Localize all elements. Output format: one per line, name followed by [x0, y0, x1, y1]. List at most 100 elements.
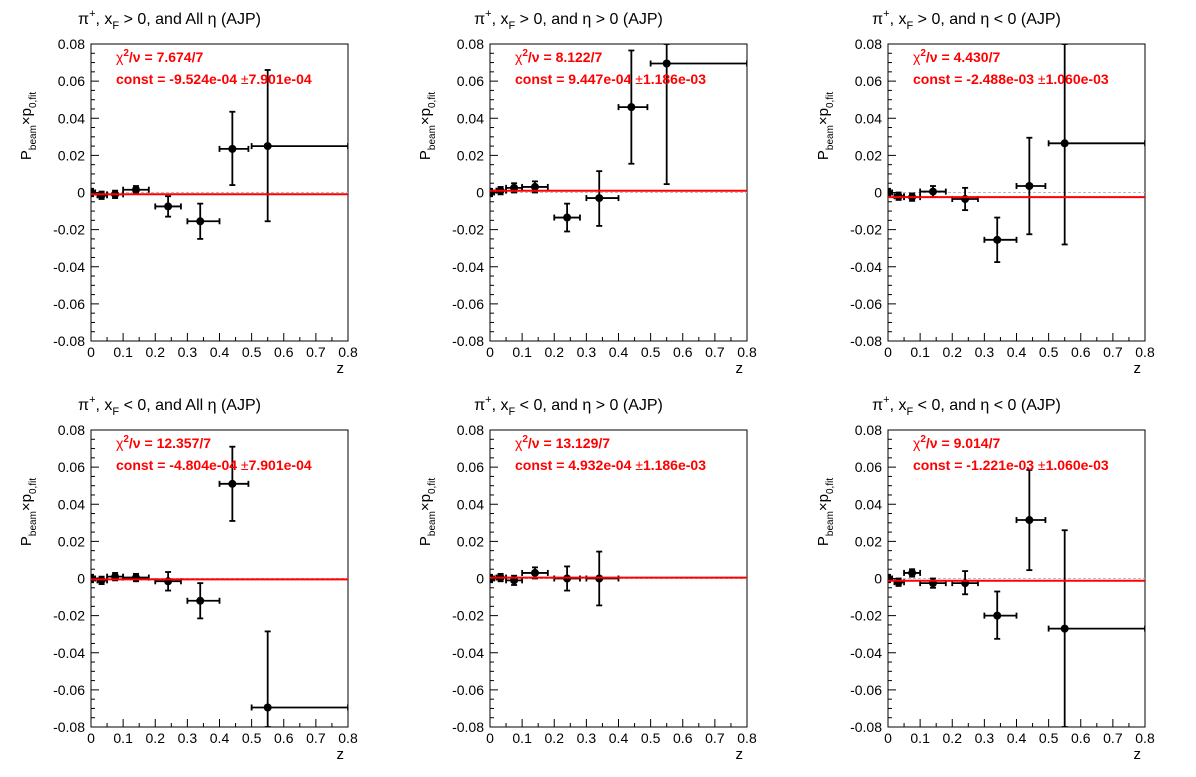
- point-marker: [894, 578, 903, 587]
- y-axis-label: Pbeam×p0,fit: [417, 478, 438, 546]
- const-error: 7.901e-04: [249, 457, 312, 473]
- y-tick-label: 0.02: [855, 533, 882, 549]
- chi-symbol: χ: [913, 435, 921, 451]
- chi-sup: 2: [920, 434, 926, 445]
- x-tick-label: 0.7: [306, 730, 326, 746]
- y-tick-label: 0: [77, 571, 85, 587]
- y-tick-label: -0.08: [53, 719, 85, 735]
- panel-title: π+, xF > 0, and All η (AJP): [78, 8, 261, 32]
- x-tick-label: 0.2: [545, 730, 565, 746]
- title-sup: +: [485, 394, 491, 406]
- y-tick-label: -0.04: [452, 645, 484, 661]
- y-label-times: ×p: [18, 108, 35, 125]
- point-marker: [1025, 516, 1034, 525]
- y-tick-label: 0: [77, 185, 85, 201]
- x-axis-label: z: [337, 746, 345, 763]
- x-axis-label: z: [736, 746, 744, 763]
- x-tick-label: 0.7: [1103, 730, 1123, 746]
- y-tick-label: -0.02: [452, 608, 484, 624]
- x-tick-label: 0.4: [609, 344, 629, 360]
- point-marker: [888, 188, 892, 197]
- panel-title: π+, xF > 0, and η < 0 (AJP): [872, 8, 1061, 32]
- data-point-7: [617, 49, 649, 165]
- data-point-4: [521, 180, 549, 194]
- y-tick-label: -0.06: [850, 682, 882, 698]
- title-sub: F: [907, 406, 914, 418]
- chart-panel-1: 0 0.1 0.2 0.3 0.4 0.5 0.6 0.7 0.8 -0.08 -0.06 -0.04…: [18, 8, 358, 377]
- y-tick-label: -0.04: [53, 259, 85, 275]
- y-tick-label: 0.08: [457, 422, 484, 438]
- data-point-7: [1015, 136, 1047, 236]
- y-tick-label: 0.02: [457, 147, 484, 163]
- y-tick-label: 0.06: [58, 73, 85, 89]
- y-tick-label: 0.06: [855, 459, 882, 475]
- y-label-times: ×p: [417, 494, 434, 511]
- data-point-6: [186, 202, 221, 240]
- const-annotation: const = 4.932e-04 ±1.186e-03: [515, 457, 706, 473]
- x-tick-label: 0.2: [943, 344, 963, 360]
- const-prefix: const =: [116, 457, 169, 473]
- x-tick-label: 0.5: [641, 344, 661, 360]
- y-tick-label: -0.04: [53, 645, 85, 661]
- y-label-main: P: [417, 150, 434, 160]
- y-tick-label: 0.04: [457, 496, 484, 512]
- y-tick-label: 0.02: [457, 533, 484, 549]
- x-axis-label: z: [1134, 360, 1142, 377]
- title-sup: +: [485, 8, 491, 20]
- x-tick-label: 0.4: [210, 344, 230, 360]
- point-marker: [164, 202, 173, 211]
- x-tick-label: 0.8: [737, 730, 757, 746]
- x-tick-label: 0.4: [1007, 730, 1027, 746]
- data-point-8: [250, 630, 348, 727]
- x-tick-label: 0.8: [338, 730, 358, 746]
- y-axis-label: Pbeam×p0,fit: [815, 478, 836, 546]
- plot-frame: [887, 43, 1146, 342]
- point-marker: [908, 568, 917, 577]
- y-label-sub-fit: 0,fit: [825, 92, 836, 108]
- title-x: , x: [492, 11, 509, 28]
- title-sup: +: [89, 8, 95, 20]
- x-tick-label: 0.1: [910, 730, 930, 746]
- y-tick-label: -0.04: [850, 645, 882, 661]
- title-sub: F: [112, 20, 119, 32]
- x-axis-label: z: [1134, 746, 1142, 763]
- x-tick-label: 0.1: [113, 344, 133, 360]
- x-tick-label: 0.6: [274, 730, 294, 746]
- chi-rest: /ν =: [926, 435, 954, 451]
- title-sup: +: [89, 394, 95, 406]
- x-tick-label: 0.5: [242, 344, 262, 360]
- y-tick-label: 0: [874, 571, 882, 587]
- chi-rest: /ν =: [528, 49, 556, 65]
- y-tick-label: -0.08: [53, 333, 85, 349]
- x-tick-label: 0.1: [512, 344, 532, 360]
- x-axis-label: z: [736, 360, 744, 377]
- y-tick-label: 0.06: [457, 73, 484, 89]
- y-tick-label: -0.04: [850, 259, 882, 275]
- point-marker: [530, 182, 539, 191]
- chi2-value: 12.357/7: [157, 435, 212, 451]
- x-tick-label: 0.2: [943, 730, 963, 746]
- point-marker: [530, 568, 539, 577]
- y-label-sub-beam: beam: [825, 125, 836, 150]
- title-x: , x: [890, 397, 907, 414]
- y-tick-label: 0.02: [855, 147, 882, 163]
- y-tick-label: 0.08: [855, 36, 882, 52]
- x-tick-label: 0.8: [737, 344, 757, 360]
- const-pm: ±: [241, 71, 249, 87]
- title-sub: F: [509, 406, 516, 418]
- y-label-times: ×p: [417, 108, 434, 125]
- x-tick-label: 0: [884, 730, 892, 746]
- x-tick-label: 0.6: [673, 344, 693, 360]
- x-tick-label: 0.2: [146, 344, 166, 360]
- x-tick-label: 0.1: [512, 730, 532, 746]
- y-tick-label: -0.06: [452, 296, 484, 312]
- const-value: -1.221e-03: [966, 457, 1034, 473]
- y-tick-label: 0.04: [58, 110, 85, 126]
- point-marker: [928, 187, 937, 196]
- x-tick-label: 0.2: [545, 344, 565, 360]
- y-tick-label: -0.06: [53, 682, 85, 698]
- y-axis-label: Pbeam×p0,fit: [815, 92, 836, 160]
- data-point-1: [888, 187, 894, 198]
- const-annotation: const = -9.524e-04 ±7.901e-04: [116, 71, 312, 87]
